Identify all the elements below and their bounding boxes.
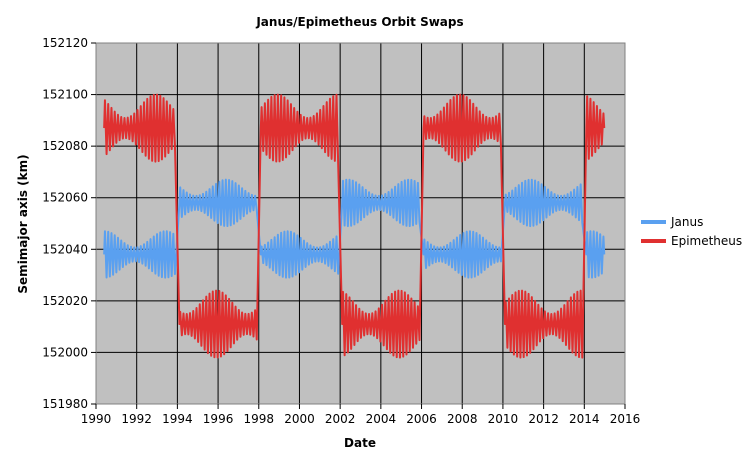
x-tick-label: 2016 [610, 412, 641, 426]
series-line-janus [103, 178, 606, 279]
y-tick-label: 151980 [42, 397, 88, 411]
x-tick-label: 2002 [325, 412, 356, 426]
legend-label-janus: Janus [670, 215, 703, 229]
x-tick-label: 2008 [447, 412, 478, 426]
x-tick-label: 2006 [406, 412, 437, 426]
y-tick-label: 152060 [42, 191, 88, 205]
y-tick-label: 152100 [42, 88, 88, 102]
y-tick-label: 152020 [42, 294, 88, 308]
series-line-epimetheus [103, 93, 606, 359]
x-tick-label: 1990 [81, 412, 112, 426]
x-tick-label: 1992 [121, 412, 152, 426]
x-tick-label: 2010 [488, 412, 519, 426]
plot-frame [95, 42, 626, 405]
x-tick-label: 2014 [569, 412, 600, 426]
legend: Janus Epimetheus [641, 215, 742, 248]
x-tick-label: 2004 [366, 412, 397, 426]
x-tick-label: 1998 [243, 412, 274, 426]
x-tick-label: 1996 [203, 412, 234, 426]
x-tick-label: 2000 [284, 412, 315, 426]
x-tick-label: 1994 [162, 412, 193, 426]
plot-area [96, 43, 625, 404]
y-tick-label: 152040 [42, 242, 88, 256]
x-tick-label: 2012 [528, 412, 559, 426]
x-axis-label: Date [344, 436, 376, 450]
y-tick-label: 152080 [42, 139, 88, 153]
y-axis-label: Semimajor axis (km) [16, 154, 30, 293]
chart-title: Janus/Epimetheus Orbit Swaps [255, 15, 463, 29]
y-tick-label: 152000 [42, 345, 88, 359]
y-tick-label: 152120 [42, 36, 88, 50]
legend-label-epimetheus: Epimetheus [671, 234, 742, 248]
